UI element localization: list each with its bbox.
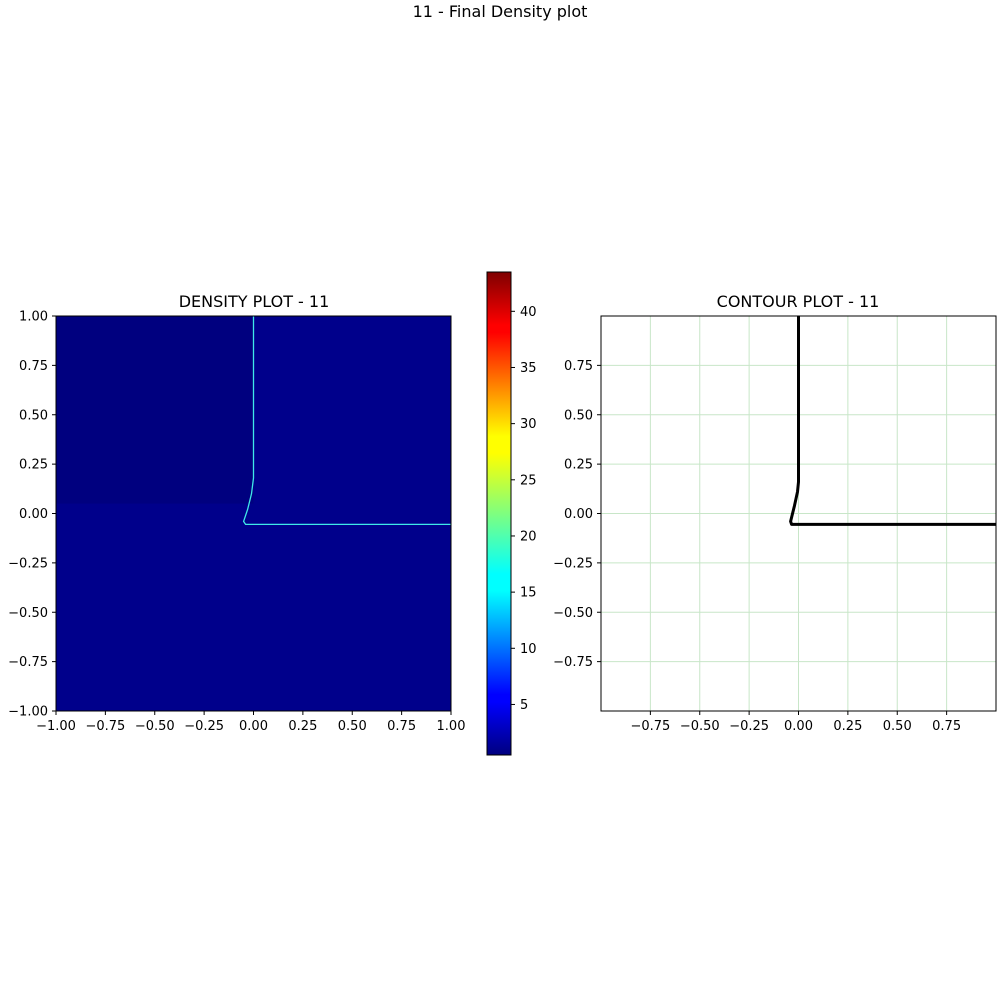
colorbar: 5 10 15 20 25 30 35 40 xyxy=(486,271,537,756)
contour-plot-title: CONTOUR PLOT - 11 xyxy=(717,292,880,311)
colorbar-axis: 5 10 15 20 25 30 35 40 xyxy=(511,305,537,713)
density-plot: DENSITY PLOT - 11 −1.00 −0.75 −0.50 −0.25 0.… xyxy=(8,292,465,734)
density-y-tick-label: 1.00 xyxy=(19,310,48,325)
contour-x-tick-label: 0.50 xyxy=(883,719,912,734)
colorbar-tick-label: 10 xyxy=(520,642,537,657)
density-y-tick-label: −0.50 xyxy=(8,606,48,621)
colorbar-tick-label: 35 xyxy=(520,361,537,376)
colorbar-tick-label: 20 xyxy=(520,529,537,544)
contour-line xyxy=(789,316,996,526)
colorbar-tick-label: 25 xyxy=(520,473,537,488)
contour-x-tick-label: 0.75 xyxy=(932,719,961,734)
density-x-tick-label: −0.25 xyxy=(184,719,224,734)
density-x-tick-label: 0.25 xyxy=(288,719,317,734)
density-x-tick-label: −0.75 xyxy=(85,719,125,734)
colorbar-tick-label: 5 xyxy=(520,698,528,713)
contour-x-tick-label: −0.50 xyxy=(680,719,720,734)
density-x-tick-label: 0.75 xyxy=(387,719,416,734)
contour-y-tick-label: −0.75 xyxy=(553,655,593,670)
contour-y-tick-label: −0.50 xyxy=(553,606,593,621)
density-x-tick-label: 0.00 xyxy=(239,719,268,734)
colorbar-gradient xyxy=(486,271,512,756)
colorbar-tick-label: 15 xyxy=(520,586,537,601)
density-y-axis: −1.00 −0.75 −0.50 −0.25 0.00 0.25 0.50 0.75 1.00 xyxy=(8,310,56,720)
density-y-tick-label: 0.75 xyxy=(19,359,48,374)
density-y-tick-label: 0.50 xyxy=(19,408,48,423)
density-y-tick-label: −0.25 xyxy=(8,556,48,571)
density-x-tick-label: −1.00 xyxy=(36,719,76,734)
figure-suptitle: 11 - Final Density plot xyxy=(412,2,588,21)
density-y-tick-label: −1.00 xyxy=(8,705,48,720)
contour-y-tick-label: 0.25 xyxy=(564,458,593,473)
contour-x-tick-label: 0.00 xyxy=(784,719,813,734)
density-y-tick-label: 0.00 xyxy=(19,507,48,522)
density-x-axis: −1.00 −0.75 −0.50 −0.25 0.00 0.25 0.50 0.75 1.00 xyxy=(36,711,465,734)
contour-y-tick-label: 0.00 xyxy=(564,507,593,522)
density-plot-title: DENSITY PLOT - 11 xyxy=(179,292,330,311)
contour-x-tick-label: 0.25 xyxy=(833,719,862,734)
contour-plot: CONTOUR PLOT - 11 −0.75 −0.50 −0.25 0.00 0.2… xyxy=(553,292,997,734)
density-y-tick-label: −0.75 xyxy=(8,655,48,670)
contour-x-tick-label: −0.75 xyxy=(630,719,670,734)
density-x-tick-label: −0.50 xyxy=(135,719,175,734)
density-x-tick-label: 0.50 xyxy=(338,719,367,734)
density-interface-line xyxy=(242,316,451,526)
contour-y-tick-label: 0.50 xyxy=(564,408,593,423)
colorbar-tick-label: 40 xyxy=(520,305,537,320)
density-heatmap-upper-left-region xyxy=(56,316,254,504)
density-y-tick-label: 0.25 xyxy=(19,458,48,473)
colorbar-tick-label: 30 xyxy=(520,417,537,432)
contour-y-tick-label: −0.25 xyxy=(553,556,593,571)
contour-x-tick-label: −0.25 xyxy=(729,719,769,734)
contour-y-axis: −0.75 −0.50 −0.25 0.00 0.25 0.50 0.75 xyxy=(553,359,601,670)
contour-y-tick-label: 0.75 xyxy=(564,359,593,374)
density-x-tick-label: 1.00 xyxy=(437,719,466,734)
contour-x-axis: −0.75 −0.50 −0.25 0.00 0.25 0.50 0.75 xyxy=(630,711,961,734)
